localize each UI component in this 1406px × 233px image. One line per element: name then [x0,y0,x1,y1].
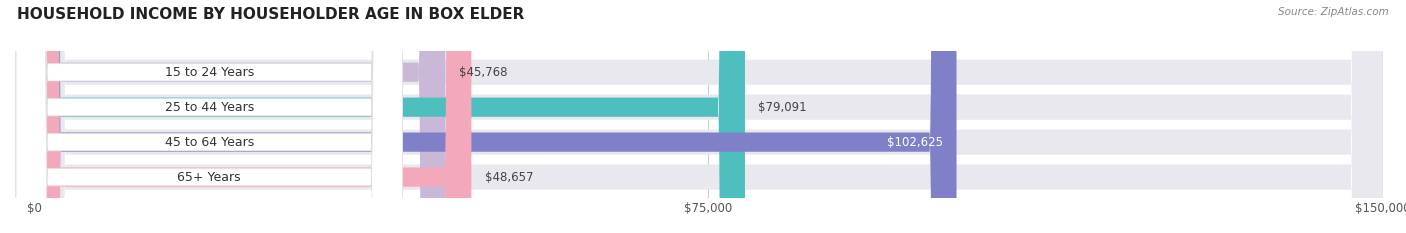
FancyBboxPatch shape [15,0,402,233]
Text: 15 to 24 Years: 15 to 24 Years [165,66,254,79]
FancyBboxPatch shape [15,0,402,233]
Text: 25 to 44 Years: 25 to 44 Years [165,101,254,114]
Text: Source: ZipAtlas.com: Source: ZipAtlas.com [1278,7,1389,17]
FancyBboxPatch shape [34,0,471,233]
Text: 65+ Years: 65+ Years [177,171,240,184]
Text: $45,768: $45,768 [458,66,508,79]
FancyBboxPatch shape [34,0,1382,233]
FancyBboxPatch shape [34,0,446,233]
FancyBboxPatch shape [34,0,956,233]
FancyBboxPatch shape [34,0,1382,233]
FancyBboxPatch shape [34,0,1382,233]
Text: $48,657: $48,657 [485,171,533,184]
FancyBboxPatch shape [15,0,402,233]
FancyBboxPatch shape [34,0,745,233]
Text: $79,091: $79,091 [758,101,807,114]
Text: HOUSEHOLD INCOME BY HOUSEHOLDER AGE IN BOX ELDER: HOUSEHOLD INCOME BY HOUSEHOLDER AGE IN B… [17,7,524,22]
FancyBboxPatch shape [34,0,1382,233]
Text: $102,625: $102,625 [887,136,943,149]
Text: 45 to 64 Years: 45 to 64 Years [165,136,254,149]
FancyBboxPatch shape [15,0,402,233]
